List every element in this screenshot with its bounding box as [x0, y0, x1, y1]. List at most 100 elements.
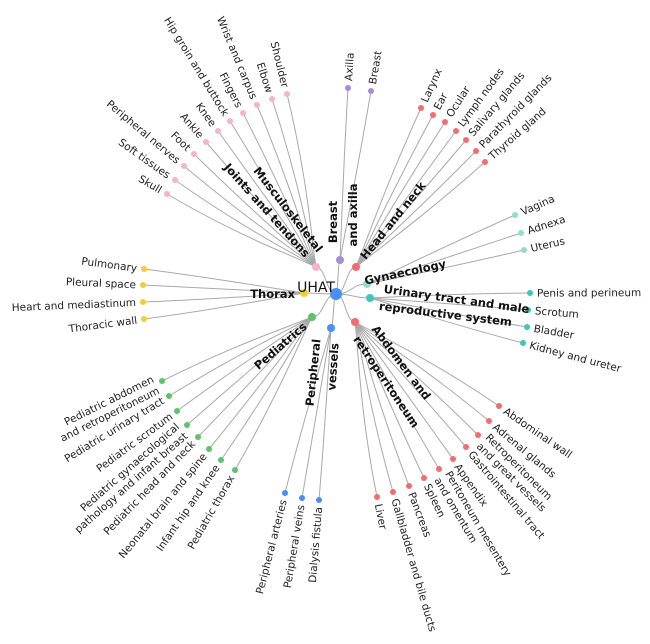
leaf-node[interactable] [390, 489, 396, 495]
leaf-node[interactable] [442, 119, 448, 125]
leaf-node[interactable] [406, 483, 412, 489]
leaf-node[interactable] [299, 495, 305, 501]
link-leaf [354, 321, 467, 448]
leaf-node[interactable] [368, 88, 374, 94]
leaf-node[interactable] [463, 137, 469, 143]
leaf-label: Pleural space [66, 276, 137, 291]
leaf-node[interactable] [520, 340, 526, 346]
link-leaf [142, 292, 305, 303]
leaf-node[interactable] [450, 456, 456, 462]
link-leaf [339, 90, 372, 261]
branch-node-vessels[interactable] [327, 324, 335, 332]
leaf-node[interactable] [473, 148, 479, 154]
link-leaf [256, 104, 317, 268]
leaf-node[interactable] [463, 444, 469, 450]
leaf-node[interactable] [518, 230, 524, 236]
links [142, 87, 531, 501]
leaf-node[interactable] [512, 212, 518, 218]
leaf-node[interactable] [254, 102, 260, 108]
link-leaf [143, 268, 305, 294]
leaf-node[interactable] [418, 105, 424, 111]
leaf-node[interactable] [184, 422, 190, 428]
branch-label-peds: Pediatrics [251, 319, 309, 372]
leaf-node[interactable] [181, 163, 187, 169]
link-leaf [366, 232, 522, 285]
leaf-node[interactable] [206, 446, 212, 452]
leaf-node[interactable] [140, 299, 146, 305]
link-leaf [339, 87, 349, 261]
branch-node-gyn[interactable] [363, 280, 371, 288]
leaf-node[interactable] [316, 497, 322, 503]
link-leaf [354, 321, 378, 498]
branch-label-breast: and axilla [346, 184, 360, 247]
leaf-node[interactable] [172, 177, 178, 183]
link-leaf [208, 316, 313, 450]
link-leaf [354, 321, 500, 407]
link-leaf [286, 93, 317, 268]
leaf-node[interactable] [203, 139, 209, 145]
leaf-node[interactable] [374, 494, 380, 500]
link-leaf [161, 316, 313, 382]
leaf-node[interactable] [284, 91, 290, 97]
branch-node-thorax[interactable] [300, 289, 308, 297]
branch-node-headneck[interactable] [352, 263, 360, 271]
leaf-node[interactable] [140, 282, 146, 288]
leaf-node[interactable] [269, 96, 275, 102]
leaf-node[interactable] [524, 324, 530, 330]
leaf-node[interactable] [436, 466, 442, 472]
leaf-node[interactable] [486, 418, 492, 424]
leaf-node[interactable] [496, 403, 502, 409]
leaf-node[interactable] [475, 432, 481, 438]
leaf-node[interactable] [215, 128, 221, 134]
link-leaf [355, 130, 457, 268]
link-leaf [176, 316, 313, 412]
link-leaf [284, 327, 332, 494]
leaf-node[interactable] [345, 85, 351, 91]
link-leaf [366, 249, 525, 285]
leaf-node[interactable] [227, 118, 233, 124]
leaf-label: Penis and perineum [537, 287, 641, 300]
branch-label-thorax: Thorax [250, 287, 295, 301]
link-leaf [354, 321, 410, 487]
leaf-node[interactable] [282, 490, 288, 496]
leaf-node[interactable] [195, 434, 201, 440]
leaf-node[interactable] [240, 110, 246, 116]
link-leaf [355, 114, 434, 268]
leaf-node[interactable] [166, 393, 172, 399]
branch-node-msk[interactable] [312, 263, 320, 271]
leaf-node[interactable] [191, 151, 197, 157]
leaf-node[interactable] [521, 247, 527, 253]
leaf-node[interactable] [430, 112, 436, 118]
leaf-label: Dialysis fistula [307, 507, 325, 584]
leaf-node[interactable] [164, 191, 170, 197]
link-leaf [355, 107, 422, 268]
link-leaf [168, 316, 313, 397]
leaf-node[interactable] [159, 378, 165, 384]
leaf-node[interactable] [232, 467, 238, 473]
leaf-node[interactable] [525, 307, 531, 313]
leaf-node[interactable] [421, 475, 427, 481]
branch-node-breast[interactable] [336, 256, 344, 264]
leaf-label: Pulmonary [81, 256, 138, 275]
branch-node-peds[interactable] [308, 313, 316, 321]
branch-label-vessels: vessels [324, 342, 341, 391]
leaf-node[interactable] [527, 290, 533, 296]
leaf-node[interactable] [141, 266, 147, 272]
branch-node-uro[interactable] [366, 294, 374, 302]
leaf-node[interactable] [453, 128, 459, 134]
leaf-node[interactable] [174, 408, 180, 414]
link-leaf [166, 193, 317, 268]
leaf-node[interactable] [218, 457, 224, 463]
link-leaf [301, 327, 332, 499]
leaf-node[interactable] [482, 159, 488, 165]
leaf-label: Heart and mediastinum [11, 297, 136, 314]
leaf-label: Thoracic wall [67, 315, 138, 336]
root-node[interactable] [330, 288, 342, 300]
root-label: UHAT [297, 280, 335, 296]
link-leaf [197, 316, 313, 438]
branch-node-abd[interactable] [351, 318, 359, 326]
leaf-node[interactable] [141, 316, 147, 322]
link-leaf [355, 161, 486, 268]
